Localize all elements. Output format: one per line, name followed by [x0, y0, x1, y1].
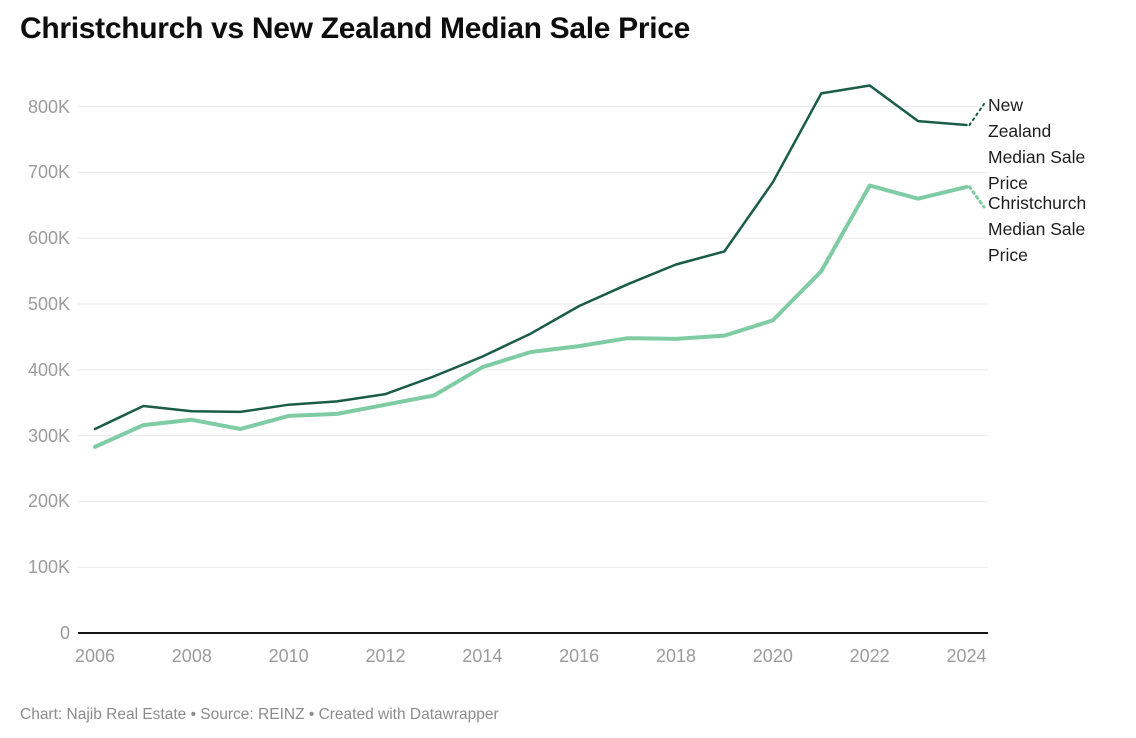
attribution-footer: Chart: Najib Real Estate • Source: REINZ…: [20, 706, 499, 723]
x-tick-label: 2014: [462, 646, 503, 666]
legend-connector: [968, 103, 985, 127]
y-tick-label: 600K: [27, 228, 70, 249]
x-tick-label: 2022: [849, 646, 890, 666]
legend-label-line: Price: [988, 245, 1028, 265]
legend-label-line: Zealand: [988, 121, 1052, 141]
x-tick-label: 2018: [655, 646, 697, 666]
x-tick-label: 2010: [268, 646, 309, 666]
y-tick-label: 800K: [27, 96, 70, 117]
y-tick-label: 400K: [27, 359, 70, 380]
y-tick-label: 200K: [27, 491, 70, 512]
y-tick-label: 0: [59, 623, 70, 643]
legend-label-line: New: [988, 95, 1024, 115]
chart-title: Christchurch vs New Zealand Median Sale …: [20, 12, 691, 45]
series-line-christchurch: [93, 183, 969, 449]
legend-label-line: Median Sale: [988, 219, 1086, 239]
y-tick-label: 700K: [27, 162, 70, 183]
legend-label-new-zealand: New Zealand Median Sale Price: [988, 92, 1092, 196]
x-tick-label: 2006: [74, 646, 116, 666]
series-line-new-zealand: [93, 84, 968, 431]
y-tick-label: 300K: [27, 425, 70, 446]
x-tick-label: 2016: [559, 646, 600, 666]
x-tick-label: 2024: [946, 646, 987, 666]
y-tick-label: 500K: [27, 294, 70, 314]
legend-label-christchurch: Christchurch Median Sale Price: [988, 190, 1092, 268]
legend-label-line: Price: [988, 173, 1028, 193]
x-tick-label: 2008: [171, 646, 212, 666]
legend-label-line: Christchurch: [988, 193, 1087, 213]
legend-label-line: Median Sale: [988, 147, 1086, 167]
x-tick-label: 2020: [752, 646, 793, 666]
legend-connector: [968, 185, 986, 209]
x-tick-label: 2012: [365, 646, 406, 666]
y-tick-label: 100K: [27, 557, 70, 578]
